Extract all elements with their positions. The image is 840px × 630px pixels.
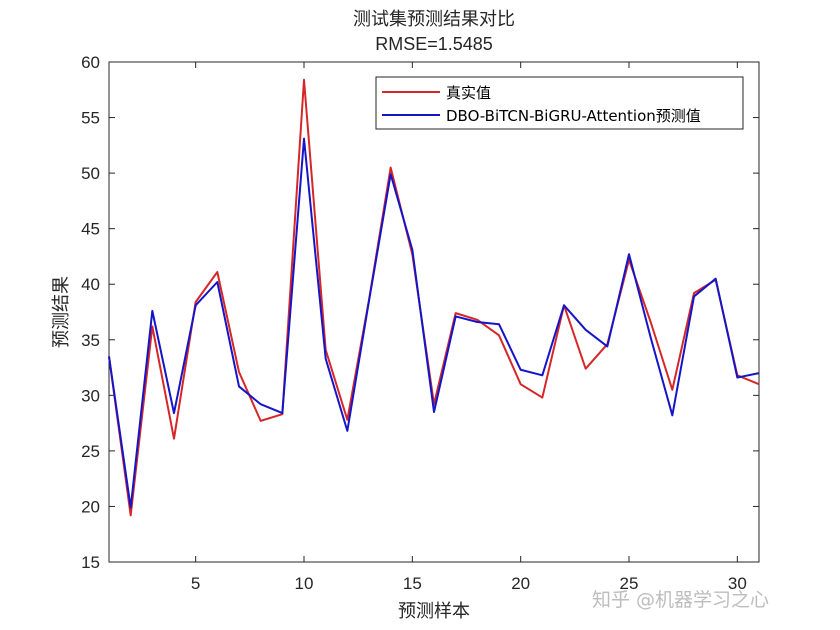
x-tick-label: 15 [403,574,422,593]
x-tick-label: 5 [191,574,200,593]
plot-area [108,61,760,563]
y-tick-label: 15 [81,553,100,572]
tick-group: 5 10 15 20 25 30 15 20 25 30 35 40 45 50 55 60 [81,53,759,593]
legend-label-true: 真实值 [446,84,491,102]
x-tick-label: 20 [511,574,530,593]
chart-title: 测试集预测结果对比 [353,9,515,30]
watermark: 知乎 @机器学习之心 [592,589,769,611]
series-line-pred [108,137,760,509]
y-axis-label: 预测结果 [51,276,72,348]
y-tick-label: 40 [81,275,100,294]
y-tick-label: 35 [81,331,100,350]
y-tick-label: 55 [81,109,100,128]
legend-label-pred: DBO-BiTCN-BiGRU-Attention预测值 [446,107,701,125]
series-line-true [108,78,760,517]
legend-box [375,76,744,130]
y-tick-label: 45 [81,220,100,239]
legend: 真实值 DBO-BiTCN-BiGRU-Attention预测值 [375,76,744,130]
series-group [108,78,760,517]
y-tick-label: 60 [81,53,100,72]
x-tick-label: 10 [295,574,314,593]
y-tick-label: 50 [81,164,100,183]
x-tick-label: 25 [620,574,639,593]
y-tick-label: 30 [81,386,100,405]
chart-subtitle: RMSE=1.5485 [375,34,493,54]
x-tick-label: 30 [728,574,747,593]
y-tick-label: 25 [81,442,100,461]
x-axis-label: 预测样本 [398,601,470,622]
y-tick-label: 20 [81,497,100,516]
